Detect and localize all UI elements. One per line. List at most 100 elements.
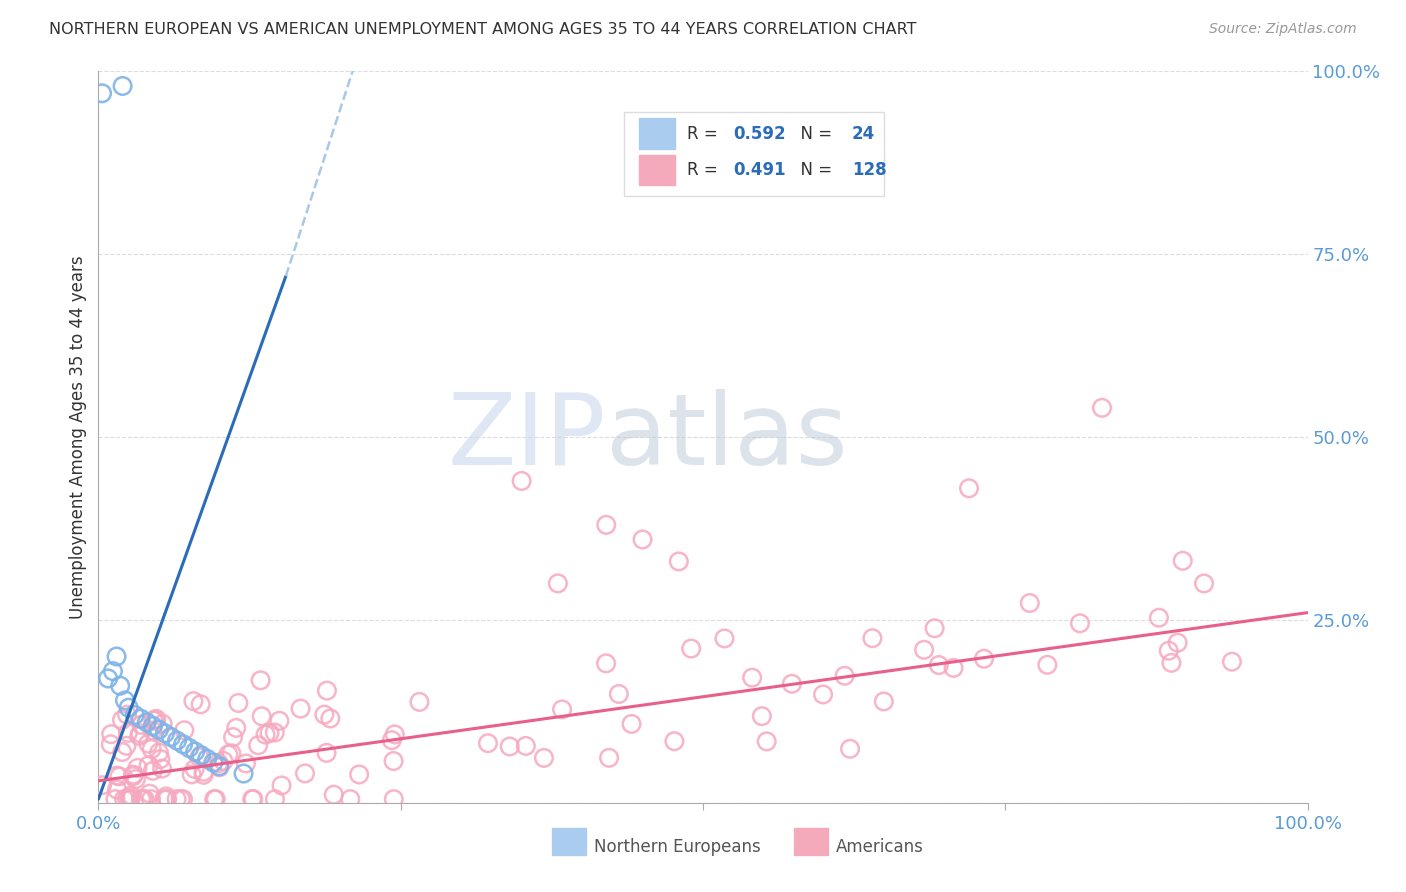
Point bbox=[384, 727, 406, 741]
Point bbox=[139, 792, 162, 806]
Point bbox=[217, 747, 239, 762]
Point bbox=[269, 714, 291, 728]
Point bbox=[382, 754, 405, 768]
Point bbox=[128, 729, 150, 743]
Point bbox=[195, 752, 218, 766]
Point bbox=[129, 712, 152, 726]
Point bbox=[142, 719, 165, 733]
Point bbox=[924, 621, 946, 635]
Point bbox=[104, 792, 127, 806]
Point bbox=[172, 737, 194, 751]
Point bbox=[105, 649, 128, 664]
Text: NORTHERN EUROPEAN VS AMERICAN UNEMPLOYMENT AMONG AGES 35 TO 44 YEARS CORRELATION: NORTHERN EUROPEAN VS AMERICAN UNEMPLOYME… bbox=[49, 22, 917, 37]
Point bbox=[142, 714, 165, 728]
Point bbox=[149, 752, 172, 766]
Point bbox=[620, 717, 643, 731]
Point bbox=[111, 745, 134, 759]
Point bbox=[204, 792, 226, 806]
Point bbox=[138, 787, 160, 801]
Point bbox=[551, 702, 574, 716]
Point bbox=[339, 792, 361, 806]
Point bbox=[221, 746, 243, 760]
Point bbox=[347, 767, 370, 781]
Point bbox=[834, 669, 856, 683]
Point bbox=[183, 694, 205, 708]
Point bbox=[141, 742, 163, 756]
Point bbox=[322, 788, 344, 802]
Point bbox=[208, 759, 231, 773]
Point bbox=[408, 695, 430, 709]
Text: 0.491: 0.491 bbox=[734, 161, 786, 179]
Point bbox=[160, 730, 183, 744]
Point bbox=[222, 730, 245, 744]
Text: 24: 24 bbox=[852, 125, 875, 143]
Point bbox=[228, 696, 250, 710]
Text: N =: N = bbox=[790, 161, 838, 179]
Point bbox=[225, 721, 247, 735]
Point bbox=[135, 715, 157, 730]
Text: 128: 128 bbox=[852, 161, 886, 179]
Point bbox=[862, 631, 884, 645]
Point bbox=[595, 517, 617, 532]
Point bbox=[382, 792, 405, 806]
Point bbox=[240, 792, 263, 806]
Point bbox=[249, 673, 271, 688]
Point bbox=[108, 679, 131, 693]
Point bbox=[112, 792, 135, 806]
Point bbox=[957, 481, 980, 495]
Point bbox=[127, 761, 149, 775]
Point bbox=[1157, 644, 1180, 658]
FancyBboxPatch shape bbox=[624, 112, 884, 195]
Point bbox=[156, 792, 179, 806]
Point bbox=[912, 642, 935, 657]
Point bbox=[97, 672, 120, 686]
Point bbox=[1160, 656, 1182, 670]
Point bbox=[973, 652, 995, 666]
FancyBboxPatch shape bbox=[638, 154, 675, 186]
Point bbox=[188, 750, 211, 764]
Point bbox=[166, 733, 188, 747]
Point bbox=[136, 737, 159, 751]
Point bbox=[91, 87, 114, 101]
Text: R =: R = bbox=[688, 125, 723, 143]
Point bbox=[184, 745, 207, 759]
Point bbox=[173, 723, 195, 738]
Point bbox=[150, 762, 173, 776]
Point bbox=[155, 789, 177, 804]
Point bbox=[1192, 576, 1215, 591]
Point bbox=[153, 792, 176, 806]
Point bbox=[152, 716, 174, 731]
Point bbox=[100, 737, 122, 751]
Point bbox=[193, 764, 215, 779]
Point bbox=[250, 709, 273, 723]
Point bbox=[928, 658, 950, 673]
Point bbox=[208, 756, 231, 771]
Point bbox=[1167, 636, 1189, 650]
Point bbox=[120, 789, 142, 803]
Point bbox=[811, 688, 834, 702]
Text: 0.592: 0.592 bbox=[734, 125, 786, 143]
Point bbox=[114, 693, 136, 707]
Text: R =: R = bbox=[688, 161, 723, 179]
Point bbox=[122, 769, 145, 783]
Point bbox=[125, 772, 148, 786]
Point bbox=[1069, 616, 1091, 631]
Point bbox=[290, 701, 312, 715]
Point bbox=[190, 748, 212, 763]
Point bbox=[170, 792, 193, 806]
Point bbox=[499, 739, 522, 754]
Point bbox=[120, 792, 142, 806]
Point bbox=[1036, 657, 1059, 672]
Point bbox=[232, 766, 254, 780]
Point bbox=[477, 736, 499, 750]
Point bbox=[148, 746, 170, 760]
Point bbox=[100, 727, 122, 741]
Point bbox=[315, 746, 337, 760]
Point bbox=[118, 700, 141, 714]
Point bbox=[242, 792, 264, 806]
Point bbox=[751, 709, 773, 723]
Point bbox=[235, 756, 257, 771]
Point bbox=[316, 683, 339, 698]
Point bbox=[1091, 401, 1114, 415]
Point bbox=[143, 714, 166, 728]
